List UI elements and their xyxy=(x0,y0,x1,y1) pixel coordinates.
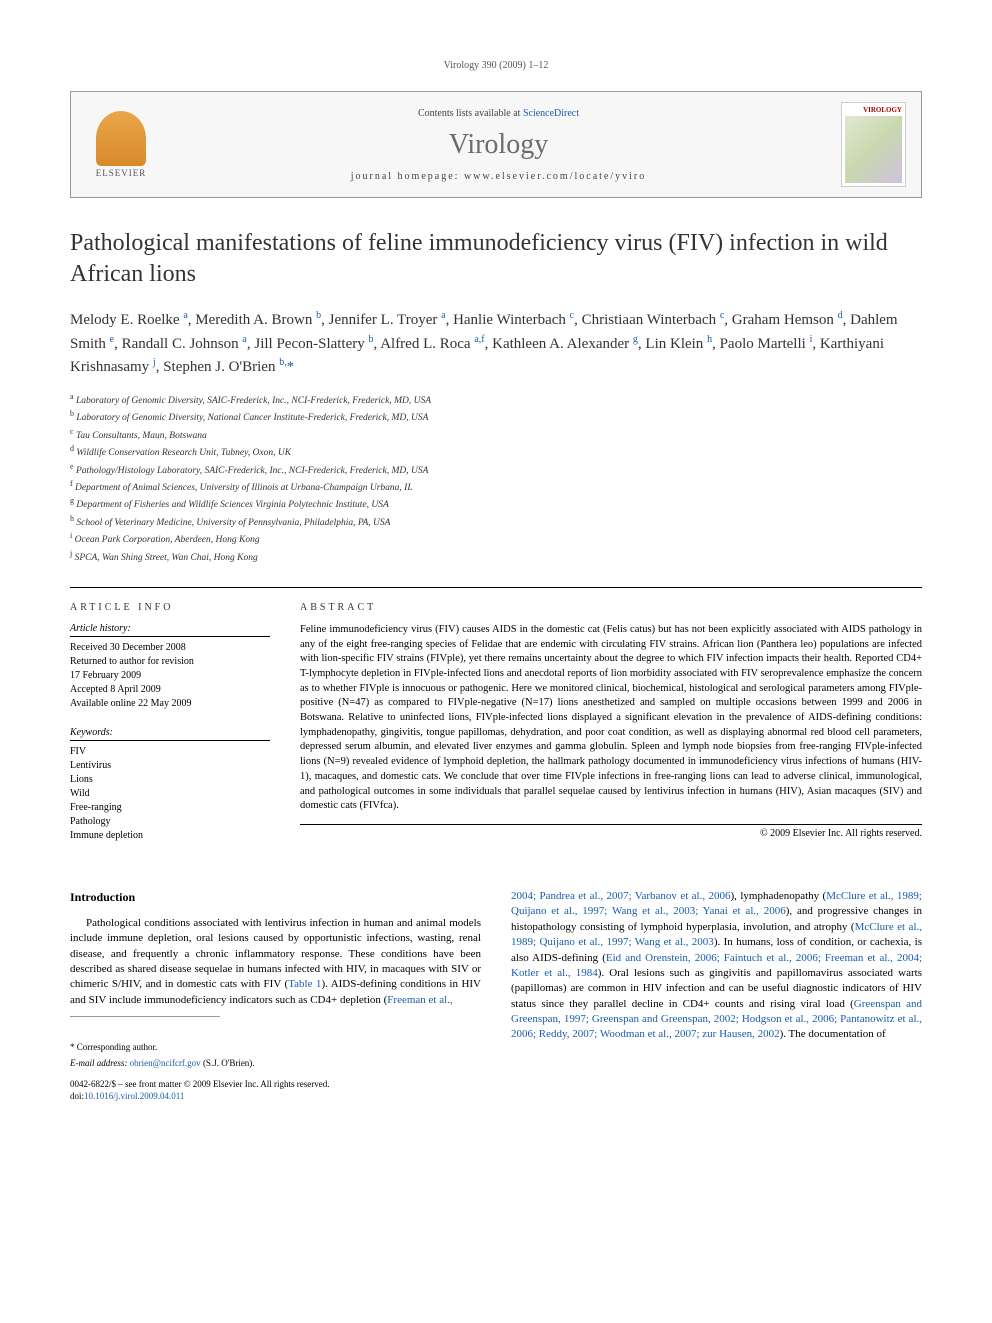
email-link[interactable]: obrien@ncifcrf.gov xyxy=(130,1058,201,1068)
article-info: ARTICLE INFO Article history: Received 3… xyxy=(70,588,270,859)
affiliation-line: i Ocean Park Corporation, Aberdeen, Hong… xyxy=(70,530,922,547)
corresponding-author-block: * Corresponding author. E-mail address: … xyxy=(70,1041,481,1069)
intro-paragraph-2: 2004; Pandrea et al., 2007; Varbanov et … xyxy=(511,889,922,1043)
affiliation-line: j SPCA, Wan Shing Street, Wan Chai, Hong… xyxy=(70,548,922,565)
contents-line: Contents lists available at ScienceDirec… xyxy=(156,108,841,119)
email-label: E-mail address: xyxy=(70,1058,130,1068)
affiliation-line: b Laboratory of Genomic Diversity, Natio… xyxy=(70,408,922,425)
affiliations: a Laboratory of Genomic Diversity, SAIC-… xyxy=(70,391,922,565)
homepage-line: journal homepage: www.elsevier.com/locat… xyxy=(156,171,841,182)
history-line: Available online 22 May 2009 xyxy=(70,697,270,711)
homepage-prefix: journal homepage: xyxy=(351,171,464,182)
history-line: Received 30 December 2008 xyxy=(70,641,270,655)
cover-title: VIROLOGY xyxy=(845,106,902,114)
doi-line: doi:10.1016/j.virol.2009.04.011 xyxy=(70,1091,481,1103)
email-suffix: (S.J. O'Brien). xyxy=(201,1058,255,1068)
email-line: E-mail address: obrien@ncifcrf.gov (S.J.… xyxy=(70,1057,481,1070)
author-list: Melody E. Roelke a, Meredith A. Brown b,… xyxy=(70,308,922,379)
keyword: Pathology xyxy=(70,815,270,829)
abstract: ABSTRACT Feline immunodeficiency virus (… xyxy=(300,588,922,859)
elsevier-label: ELSEVIER xyxy=(96,168,147,178)
front-matter-line: 0042-6822/$ – see front matter © 2009 El… xyxy=(70,1079,481,1091)
journal-banner: ELSEVIER Contents lists available at Sci… xyxy=(70,91,922,198)
corr-note: * Corresponding author. xyxy=(70,1041,481,1054)
keyword: Free-ranging xyxy=(70,801,270,815)
history-line: Accepted 8 April 2009 xyxy=(70,683,270,697)
affiliation-line: h School of Veterinary Medicine, Univers… xyxy=(70,513,922,530)
keywords-label: Keywords: xyxy=(70,727,270,741)
doi-link[interactable]: 10.1016/j.virol.2009.04.011 xyxy=(84,1091,184,1101)
history-line: 17 February 2009 xyxy=(70,669,270,683)
cover-image xyxy=(845,116,902,183)
article-info-heading: ARTICLE INFO xyxy=(70,602,270,613)
banner-center: Contents lists available at ScienceDirec… xyxy=(156,108,841,182)
intro-heading: Introduction xyxy=(70,889,481,906)
journal-cover-thumb: VIROLOGY xyxy=(841,102,906,187)
article-title: Pathological manifestations of feline im… xyxy=(70,228,922,290)
elsevier-logo: ELSEVIER xyxy=(86,105,156,185)
abstract-text: Feline immunodeficiency virus (FIV) caus… xyxy=(300,623,922,825)
journal-name: Virology xyxy=(156,129,841,161)
contents-prefix: Contents lists available at xyxy=(418,108,523,119)
keyword: Lentivirus xyxy=(70,759,270,773)
body-column-right: 2004; Pandrea et al., 2007; Varbanov et … xyxy=(511,889,922,1103)
history-line: Returned to author for revision xyxy=(70,655,270,669)
affiliation-line: f Department of Animal Sciences, Univers… xyxy=(70,478,922,495)
copyright-footer: 0042-6822/$ – see front matter © 2009 El… xyxy=(70,1079,481,1102)
history-label: Article history: xyxy=(70,623,270,637)
doi-prefix: doi: xyxy=(70,1091,84,1101)
homepage-url: www.elsevier.com/locate/yviro xyxy=(464,171,646,182)
keyword: Lions xyxy=(70,773,270,787)
keyword: Wild xyxy=(70,787,270,801)
affiliation-line: d Wildlife Conservation Research Unit, T… xyxy=(70,443,922,460)
intro-paragraph-1: Pathological conditions associated with … xyxy=(70,916,481,1008)
affiliation-line: e Pathology/Histology Laboratory, SAIC-F… xyxy=(70,461,922,478)
elsevier-tree-icon xyxy=(96,111,146,166)
keywords-block: FIVLentivirusLionsWildFree-rangingPathol… xyxy=(70,745,270,843)
body-column-left: Introduction Pathological conditions ass… xyxy=(70,889,481,1103)
sciencedirect-link[interactable]: ScienceDirect xyxy=(523,108,579,119)
keyword: Immune depletion xyxy=(70,829,270,843)
affiliation-line: g Department of Fisheries and Wildlife S… xyxy=(70,495,922,512)
affiliation-line: c Tau Consultants, Maun, Botswana xyxy=(70,426,922,443)
footnote-divider xyxy=(70,1016,220,1017)
running-head: Virology 390 (2009) 1–12 xyxy=(70,60,922,71)
affiliation-line: a Laboratory of Genomic Diversity, SAIC-… xyxy=(70,391,922,408)
keyword: FIV xyxy=(70,745,270,759)
abstract-heading: ABSTRACT xyxy=(300,602,922,613)
abstract-copyright: © 2009 Elsevier Inc. All rights reserved… xyxy=(300,828,922,839)
history-block: Received 30 December 2008Returned to aut… xyxy=(70,641,270,711)
